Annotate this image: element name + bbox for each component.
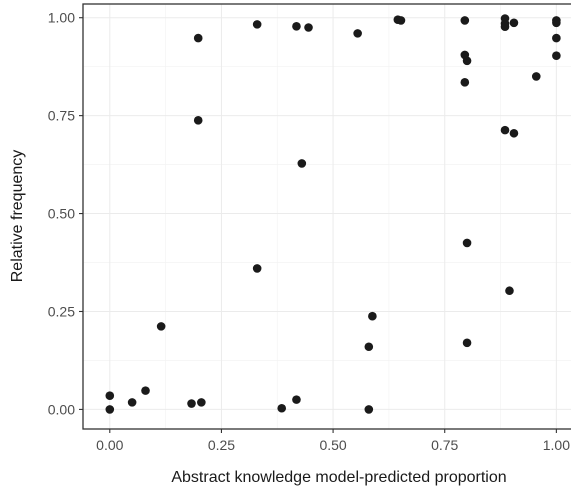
data-point bbox=[531, 72, 541, 81]
x-tick-label: 0.50 bbox=[319, 437, 346, 453]
data-point bbox=[127, 398, 137, 407]
x-tick-label: 1.00 bbox=[543, 437, 570, 453]
y-tick-label: 0.25 bbox=[48, 303, 75, 319]
data-point bbox=[500, 22, 510, 32]
x-tick-label: 0.25 bbox=[208, 437, 235, 453]
data-point bbox=[462, 56, 472, 66]
axis-ticks: 0.00 0.25 0.50 0.75 1.00 0.00 0.25 0.50 0.75 1.00 bbox=[48, 10, 570, 453]
data-point bbox=[252, 264, 262, 273]
data-point bbox=[105, 405, 115, 414]
x-tick-label: 0.00 bbox=[96, 437, 123, 453]
data-point bbox=[509, 18, 519, 28]
y-tick-label: 1.00 bbox=[48, 10, 75, 26]
data-point bbox=[292, 395, 301, 404]
data-point bbox=[505, 286, 514, 296]
data-point bbox=[364, 405, 374, 414]
y-tick-label: 0.75 bbox=[48, 108, 75, 124]
data-point bbox=[297, 159, 307, 168]
data-point bbox=[462, 238, 472, 248]
grid-lines bbox=[83, 4, 571, 429]
data-point bbox=[277, 403, 287, 413]
data-point bbox=[368, 311, 377, 321]
data-point bbox=[364, 342, 374, 352]
data-point bbox=[353, 29, 362, 38]
data-point bbox=[187, 399, 196, 408]
data-point bbox=[500, 125, 510, 135]
data-points bbox=[105, 14, 561, 414]
plot-panel-border bbox=[82, 3, 571, 430]
x-tick-label: 0.75 bbox=[431, 437, 458, 453]
y-tick-label: 0.00 bbox=[48, 401, 75, 417]
data-point bbox=[141, 386, 150, 395]
x-axis-title: Abstract knowledge model-predicted propo… bbox=[171, 469, 506, 486]
data-point bbox=[193, 116, 203, 125]
data-point bbox=[460, 78, 470, 87]
data-point bbox=[252, 20, 262, 29]
data-point bbox=[197, 398, 206, 407]
data-point bbox=[304, 23, 313, 32]
data-point bbox=[552, 18, 561, 28]
data-point bbox=[292, 22, 301, 31]
y-tick-label: 0.50 bbox=[48, 206, 75, 222]
data-point bbox=[156, 322, 166, 331]
data-point bbox=[552, 33, 561, 43]
y-axis-title: Relative frequency bbox=[9, 150, 26, 283]
data-point bbox=[460, 16, 470, 25]
data-point bbox=[193, 33, 203, 43]
data-point bbox=[509, 128, 519, 138]
data-point bbox=[552, 51, 561, 61]
data-point bbox=[462, 338, 472, 348]
data-point bbox=[105, 391, 115, 401]
data-point bbox=[396, 16, 406, 25]
